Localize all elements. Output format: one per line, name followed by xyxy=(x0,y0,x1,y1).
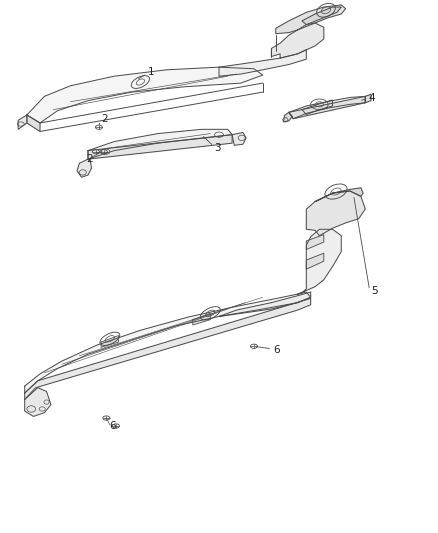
Polygon shape xyxy=(27,67,263,123)
Polygon shape xyxy=(219,292,311,317)
Polygon shape xyxy=(289,96,365,119)
Polygon shape xyxy=(365,94,371,103)
Polygon shape xyxy=(272,23,324,58)
Polygon shape xyxy=(306,191,365,236)
Polygon shape xyxy=(302,7,341,25)
Text: 2: 2 xyxy=(86,154,93,164)
Text: 6: 6 xyxy=(109,421,116,431)
Polygon shape xyxy=(284,112,292,122)
Polygon shape xyxy=(306,235,324,249)
Polygon shape xyxy=(101,336,119,348)
Text: 3: 3 xyxy=(215,143,221,153)
Polygon shape xyxy=(18,115,27,130)
Polygon shape xyxy=(77,159,92,177)
Polygon shape xyxy=(25,387,51,416)
Polygon shape xyxy=(232,133,246,146)
Text: 4: 4 xyxy=(369,93,375,103)
Polygon shape xyxy=(88,130,232,159)
Polygon shape xyxy=(25,298,311,399)
Polygon shape xyxy=(27,115,40,132)
Text: 2: 2 xyxy=(101,114,108,124)
Polygon shape xyxy=(88,135,232,159)
Polygon shape xyxy=(276,5,346,34)
Polygon shape xyxy=(302,100,332,115)
Polygon shape xyxy=(193,313,210,325)
Text: 6: 6 xyxy=(274,345,280,355)
Polygon shape xyxy=(315,188,363,201)
Polygon shape xyxy=(25,292,311,393)
Polygon shape xyxy=(297,229,341,294)
Polygon shape xyxy=(219,50,306,76)
Polygon shape xyxy=(306,253,324,269)
Polygon shape xyxy=(289,96,365,119)
Text: 1: 1 xyxy=(148,67,155,77)
Text: 5: 5 xyxy=(371,286,378,296)
